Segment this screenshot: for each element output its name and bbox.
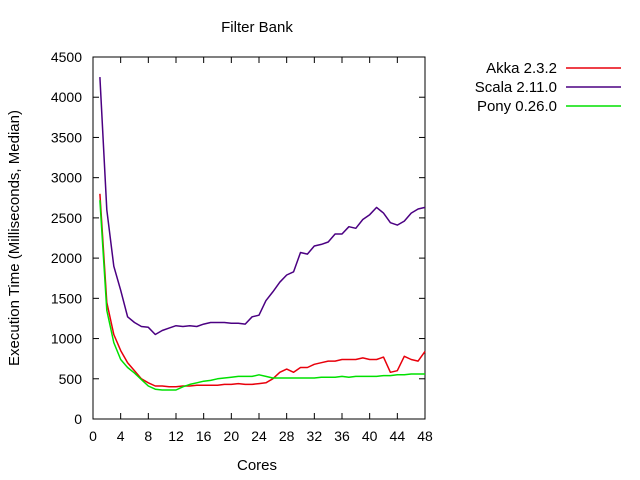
y-tick-label: 2500 [51,210,82,226]
x-tick-label: 4 [117,428,125,444]
x-tick-label: 20 [224,428,240,444]
legend: Akka 2.3.2 Scala 2.11.0 Pony 0.26.0 [475,60,621,115]
x-tick-label: 16 [196,428,212,444]
y-tick-label: 1000 [51,331,82,347]
y-tick-label: 500 [59,371,83,387]
x-tick-label: 40 [362,428,378,444]
x-tick-label: 28 [279,428,295,444]
x-axis-label: Cores [237,457,277,474]
y-tick-label: 3000 [51,170,82,186]
y-tick-label: 0 [74,411,82,427]
x-tick-label: 12 [168,428,184,444]
x-tick-label: 8 [144,428,152,444]
chart-title: Filter Bank [221,19,293,36]
y-axis-label: Execution Time (Milliseconds, Median) [6,110,23,366]
legend-label: Akka 2.3.2 [486,60,557,77]
plot-frame [92,56,426,420]
legend-label: Pony 0.26.0 [477,98,557,115]
series-lines [99,77,426,391]
series-line-3 [99,200,425,391]
x-tick-label: 48 [417,428,433,444]
x-tick-label: 36 [334,428,350,444]
x-axis: 0 4 8 12 16 20 24 28 32 36 40 44 48 [89,57,433,444]
x-tick-label: 24 [251,428,267,444]
y-tick-label: 4500 [51,49,82,65]
series-line-2 [99,77,426,336]
y-tick-label: 3500 [51,129,82,145]
legend-label: Scala 2.11.0 [475,79,557,96]
series-line-1 [99,193,426,388]
y-tick-label: 1500 [51,290,82,306]
y-tick-label: 4000 [51,89,82,105]
y-axis: 0 500 1000 1500 2000 2500 3000 3500 4000 4500 [51,49,425,427]
x-tick-label: 44 [390,428,406,444]
x-tick-label: 32 [307,428,323,444]
y-tick-label: 2000 [51,250,82,266]
x-tick-label: 0 [89,428,97,444]
